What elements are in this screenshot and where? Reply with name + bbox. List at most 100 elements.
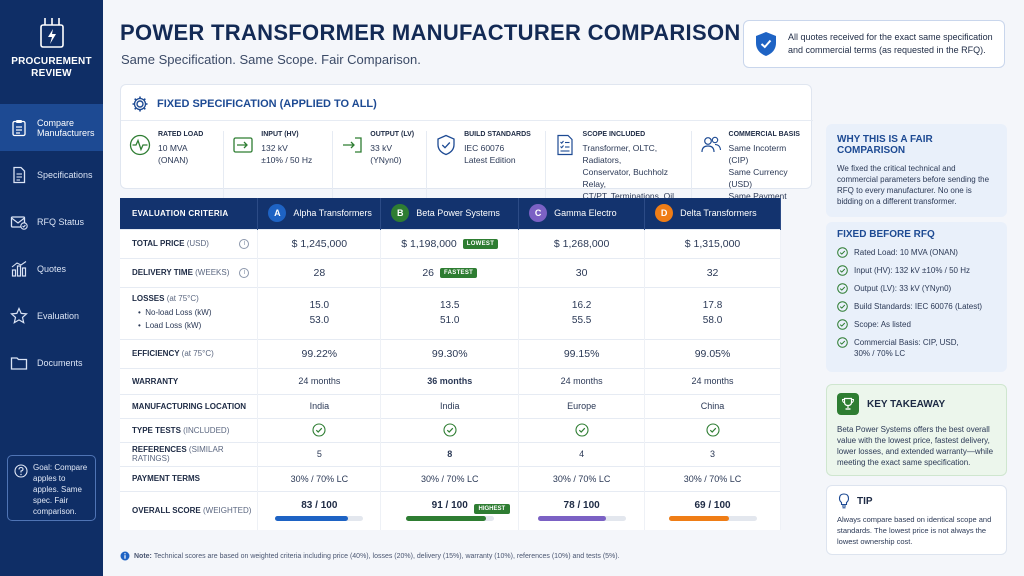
manufacturer-name: Alpha Transformers [293,208,372,219]
spec-value: 10 MVA (ONAN) [158,143,189,165]
sidebar-item-quotes[interactable]: Quotes [0,245,103,292]
value-text: $ 1,198,000 [401,237,457,250]
sidebar-item-label: Quotes [37,263,67,274]
fixed-item: Scope: As listed [837,319,996,330]
goal-text: Goal: Compare apples to apples. Same spe… [33,463,88,516]
table-header-row: EVALUATION CRITERIA A Alpha Transformers … [120,198,781,229]
tip-panel: TIP Always compare based on identical sc… [826,485,1007,555]
row-references: REFERENCES (SIMILAR RATINGS) 5 8 4 3 [120,441,781,466]
noload-value: 13.5 [440,300,460,311]
score-value: 78 / 100 [563,500,600,512]
sidebar-item-rfq-status[interactable]: RFQ Status [0,198,103,245]
star-icon [10,306,28,324]
check-circle-icon [837,337,848,348]
check-circle-icon [312,423,326,437]
spec-build-standards: BUILD STANDARDS IEC 60076 Latest Edition [435,131,546,214]
fastest-badge: FASTEST [440,267,478,278]
row-efficiency: EFFICIENCY (at 75°C) 99.22% 99.30% 99.15… [120,338,781,368]
spec-label: RATED LOAD [158,131,204,138]
noload-value: 16.2 [571,300,592,311]
value-cell: 17.8 58.0 [644,286,781,339]
score-bar-fill [668,516,730,522]
info-icon[interactable]: i [239,267,250,278]
brand-title: PROCUREMENT REVIEW [11,56,92,79]
sidebar-item-documents[interactable]: Documents [0,339,103,386]
value-cell: 3 [644,441,781,466]
folder-icon [10,356,28,370]
score-bar [668,516,757,522]
load-value: 58.0 [702,315,723,326]
fixed-item-text: Output (LV): 33 kV (YNyn0) [854,284,952,293]
manufacturer-header-a[interactable]: A Alpha Transformers [257,198,382,229]
tip-text: Always compare based on identical scope … [837,515,992,546]
value-cell: 26 FASTEST [380,257,520,287]
sidebar: PROCUREMENT REVIEW Compare Manufacturers… [0,0,103,576]
value-cell [644,417,781,442]
tip-title: TIP [857,495,873,507]
criteria-unit: (USD) [186,239,209,248]
criteria-label-text: TYPE TESTS [132,425,181,435]
manufacturer-name: Gamma Electro [554,208,617,219]
criteria-label-text: TOTAL PRICE [132,239,185,248]
score-value: 69 / 100 [694,500,731,512]
value-cell: 15.0 53.0 [257,286,382,339]
spec-value: IEC 60076 Latest Edition [464,143,516,165]
score-cell: 78 / 100 [518,490,646,530]
value-cell [380,417,520,442]
spec-rated-load: RATED LOAD 10 MVA (ONAN) [129,131,225,214]
criteria-label: MANUFACTURING LOCATION [120,393,259,418]
check-circle-icon [575,423,589,437]
criteria-label-text: LOSSES [132,294,165,303]
criteria-unit: (WEIGHTED) [202,506,252,516]
shield-check-icon [756,32,776,56]
value-cell: 16.2 55.5 [518,286,646,339]
sidebar-item-label: Documents [37,357,83,368]
value-cell: 30% / 70% LC [380,465,520,491]
row-manufacturing-location: MANUFACTURING LOCATION India India Europ… [120,393,781,418]
row-type-tests: TYPE TESTS (INCLUDED) [120,417,781,442]
lightbulb-icon [838,493,850,509]
noload-value: 17.8 [702,300,723,311]
fixed-item-text: Commercial Basis: CIP, USD, 30% / 70% LC [854,338,959,358]
sidebar-item-specifications[interactable]: Specifications [0,151,103,198]
manufacturer-header-c[interactable]: C Gamma Electro [518,198,646,229]
sub-label: Load Loss (kW) [145,321,202,330]
criteria-unit: (at 75°C) [181,349,214,358]
value-cell: $ 1,198,000 LOWEST [380,228,520,258]
check-circle-icon [705,423,720,437]
sub-label: No-load Loss (kW) [145,308,212,317]
criteria-label: PAYMENT TERMS [120,465,259,491]
value-cell: 30% / 70% LC [257,465,382,491]
fixed-item: Input (HV): 132 kV ±10% / 50 Hz [837,265,996,276]
info-icon[interactable]: i [239,238,250,249]
page-subtitle: Same Specification. Same Scope. Fair Com… [121,52,421,67]
quote-notice: All quotes received for the exact same s… [743,20,1005,68]
help-icon [14,464,28,478]
sidebar-nav: Compare Manufacturers Specifications RFQ… [0,104,103,386]
sidebar-item-label: Specifications [37,169,93,180]
manufacturer-name: Delta Transformers [680,208,757,219]
criteria-unit: (WEEKS) [195,268,230,277]
value-cell [257,417,382,442]
divider [121,120,813,121]
panel-title: FIXED BEFORE RFQ [837,229,935,240]
criteria-label: DELIVERY TIME (WEEKS) i [120,257,259,287]
spec-header: FIXED SPECIFICATION (APPLIED TO ALL) [131,95,377,113]
fair-comparison-panel: WHY THIS IS A FAIR COMPARISON We fixed t… [826,124,1007,217]
sidebar-item-evaluation[interactable]: Evaluation [0,292,103,339]
manufacturer-header-b[interactable]: B Beta Power Systems [380,198,520,229]
key-takeaway-panel: KEY TAKEAWAY Beta Power Systems offers t… [826,384,1007,476]
spec-label: COMMERCIAL BASIS [728,131,800,138]
lowest-badge: LOWEST [462,238,499,249]
manufacturer-header-d[interactable]: D Delta Transformers [644,198,781,229]
criteria-unit: (INCLUDED) [183,425,230,435]
value-cell: 24 months [518,367,646,394]
check-circle-icon [837,265,848,276]
sidebar-item-compare-manufacturers[interactable]: Compare Manufacturers [0,104,103,151]
tip-header: TIP [837,493,996,509]
clipboard-list-icon [12,119,26,136]
mail-check-icon [10,215,28,230]
spec-label: SCOPE INCLUDED [582,131,646,138]
score-cell: 83 / 100 [257,490,382,530]
check-circle-icon [837,283,848,294]
